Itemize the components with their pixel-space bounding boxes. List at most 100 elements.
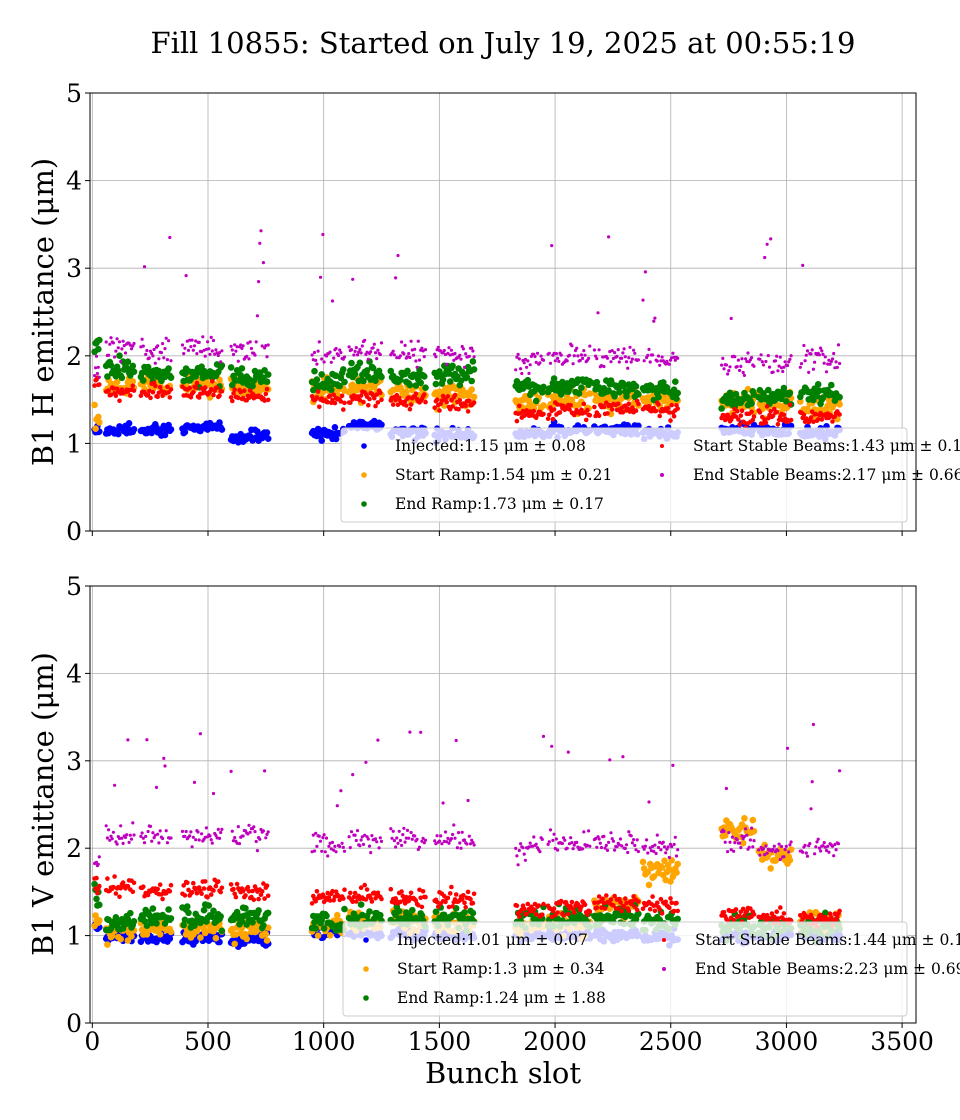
data-point [205, 895, 210, 900]
data-point [823, 355, 827, 359]
data-point [457, 831, 461, 835]
data-point [593, 378, 601, 386]
data-point [130, 383, 136, 389]
legend-label: Injected:1.15 μm ± 0.08 [395, 437, 586, 455]
data-point [181, 883, 186, 888]
data-point [623, 896, 628, 901]
data-point [417, 845, 422, 849]
data-point [398, 354, 402, 358]
data-point [328, 386, 335, 394]
data-point [801, 412, 807, 418]
data-point [397, 829, 401, 833]
data-point [517, 914, 522, 919]
data-point [393, 397, 398, 403]
data-point [592, 404, 597, 410]
data-point [453, 351, 457, 356]
data-point [249, 919, 256, 926]
data-point [95, 345, 102, 353]
data-point [616, 348, 620, 352]
data-point [315, 844, 319, 849]
data-point [559, 353, 563, 357]
data-point [623, 355, 627, 359]
data-point [525, 365, 529, 369]
data-point [836, 393, 843, 401]
data-point [165, 841, 169, 845]
data-point [216, 879, 221, 884]
data-point [619, 908, 624, 914]
data-point [369, 899, 375, 904]
data-point [363, 897, 369, 902]
data-point [186, 887, 191, 893]
data-point [113, 355, 117, 359]
data-point [522, 361, 526, 365]
data-point [358, 844, 362, 848]
data-point [141, 344, 145, 348]
data-point [443, 352, 448, 357]
data-point [810, 780, 814, 784]
data-point [668, 418, 673, 423]
data-point [144, 352, 148, 356]
data-point [318, 437, 326, 445]
data-point [611, 356, 616, 361]
data-point [211, 791, 216, 796]
data-point [599, 905, 604, 910]
data-point [620, 410, 626, 415]
data-point [91, 401, 98, 409]
data-point [197, 838, 201, 842]
data-point [366, 908, 373, 915]
data-point [139, 834, 143, 839]
data-point [156, 832, 160, 836]
data-point [724, 786, 729, 791]
data-point [446, 836, 450, 841]
data-point [164, 336, 168, 340]
data-point [377, 911, 384, 919]
data-point [612, 893, 617, 899]
data-point [358, 885, 364, 890]
data-point [434, 899, 440, 905]
data-point [367, 396, 372, 402]
data-point [800, 916, 805, 921]
data-point [209, 838, 213, 842]
data-point [550, 744, 554, 748]
data-point [115, 842, 119, 846]
data-point [390, 836, 394, 840]
data-point [813, 392, 821, 400]
data-point [750, 827, 758, 835]
series-end-stable-beams [93, 229, 842, 379]
data-point [407, 836, 411, 840]
data-point [555, 910, 560, 915]
data-point [523, 357, 528, 361]
data-point [450, 404, 455, 409]
data-point [583, 353, 587, 357]
data-point [397, 376, 404, 384]
data-point [597, 837, 601, 841]
data-point [336, 382, 344, 390]
data-point [153, 361, 157, 365]
data-point [827, 911, 833, 916]
data-point [138, 393, 144, 399]
data-point [395, 836, 399, 840]
data-point [463, 373, 471, 381]
data-point [433, 839, 437, 843]
data-point [248, 340, 252, 344]
data-point [316, 349, 320, 353]
data-point [330, 888, 335, 894]
data-point [167, 395, 173, 400]
data-point [587, 413, 593, 418]
data-point [675, 406, 680, 411]
data-point [601, 900, 607, 906]
data-point [749, 816, 757, 824]
data-point [664, 851, 668, 855]
data-point [437, 839, 442, 843]
data-point [557, 359, 561, 363]
data-point [240, 888, 246, 894]
data-point [569, 899, 575, 905]
data-point [442, 839, 446, 844]
data-point [633, 843, 637, 848]
data-point [155, 367, 163, 375]
data-point [105, 876, 110, 881]
data-point [409, 906, 416, 914]
data-point [218, 426, 226, 433]
data-point [836, 343, 841, 347]
data-point [332, 356, 336, 360]
